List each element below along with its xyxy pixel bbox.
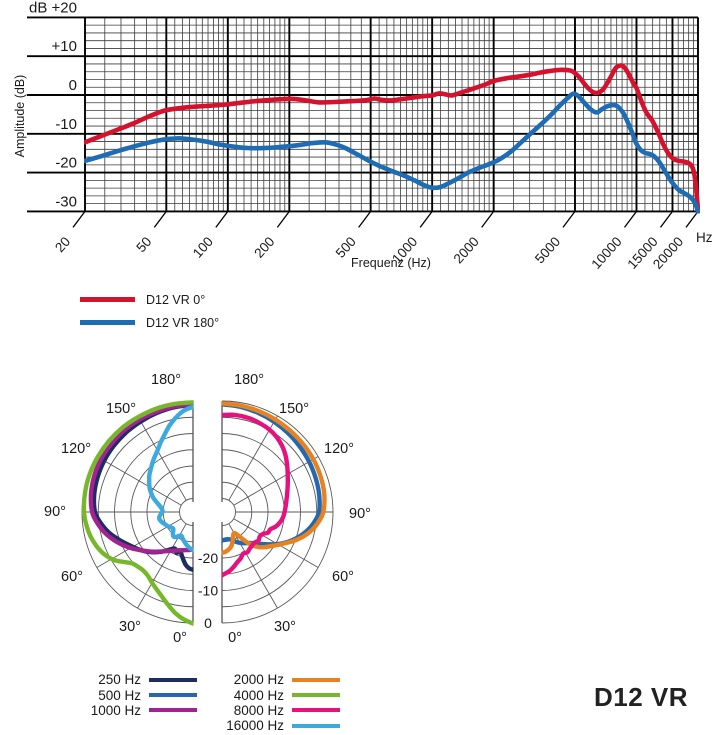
- polar-angle-label: 180°: [151, 372, 181, 388]
- legend-label-0deg: D12 VR 0°: [146, 292, 206, 307]
- polar-angle-label: 180°: [234, 372, 264, 388]
- polar-radial-label: -20: [198, 550, 218, 566]
- svg-text:-20: -20: [55, 155, 77, 172]
- legend-swatch-180deg: [80, 320, 135, 325]
- polar-angle-label: 0°: [173, 630, 187, 646]
- polar-angle-label: 90°: [349, 506, 371, 522]
- legend-item-8000hz: 8000 Hz: [214, 703, 340, 718]
- polar-angle-label: 60°: [61, 569, 83, 585]
- legend-swatch-250hz: [149, 677, 197, 682]
- legend-swatch-500hz: [149, 693, 197, 698]
- polar-angle-label: 60°: [332, 569, 354, 585]
- polar-pattern-chart: -20 -10 0 180° 180° 150° 150° 120° 120° 90° 90° 60°…: [44, 372, 371, 646]
- frequency-response-legend: D12 VR 0° D12 VR 180°: [80, 288, 219, 334]
- svg-text:+20: +20: [52, 0, 77, 16]
- svg-text:20: 20: [52, 234, 73, 255]
- svg-text:Hz: Hz: [696, 230, 713, 245]
- polar-angle-label: 30°: [119, 619, 141, 635]
- legend-item-16000hz: 16000 Hz: [214, 718, 340, 733]
- svg-text:Amplitude (dB): Amplitude (dB): [13, 75, 27, 158]
- polar-curve-2000hz: [221, 401, 327, 555]
- legend-item-2000hz: 2000 Hz: [214, 672, 340, 687]
- polar-radial-label: 0: [204, 615, 212, 631]
- svg-text:10000: 10000: [588, 234, 624, 272]
- model-title: D12 VR: [593, 682, 688, 712]
- polar-angle-label: 150°: [106, 401, 136, 417]
- legend-swatch-4000hz: [292, 693, 340, 698]
- legend-item-4000hz: 4000 Hz: [214, 687, 340, 703]
- legend-item-0deg: D12 VR 0°: [80, 288, 219, 311]
- svg-text:+10: +10: [52, 38, 77, 55]
- legend-swatch-1000hz: [149, 708, 197, 713]
- svg-text:Frequenz (Hz): Frequenz (Hz): [351, 256, 431, 270]
- polar-curve-1000hz: [88, 402, 194, 554]
- legend-item-180deg: D12 VR 180°: [80, 311, 219, 334]
- polar-curve-250hz: [91, 402, 194, 572]
- polar-angle-label: 120°: [61, 441, 91, 457]
- legend-item-1000hz: 1000 Hz: [85, 703, 197, 718]
- svg-text:100: 100: [190, 234, 216, 261]
- legend-item-500hz: 500 Hz: [85, 687, 197, 703]
- legend-swatch-2000hz: [292, 677, 340, 682]
- legend-label-4000hz: 4000 Hz: [233, 687, 284, 703]
- svg-text:-30: -30: [55, 193, 77, 210]
- polar-angle-label: 150°: [279, 401, 309, 417]
- polar-legend-column-left: 250 Hz 500 Hz 1000 Hz: [85, 672, 197, 734]
- polar-curve-500hz: [221, 402, 322, 547]
- freq-curve-180deg: [84, 91, 700, 214]
- frequency-response-chart: +20 +10 0 -10 -20 -30 dB Amplitude (dB) 20 50 100 2…: [13, 0, 713, 272]
- polar-angle-label: 90°: [44, 504, 66, 520]
- legend-label-180deg: D12 VR 180°: [146, 315, 220, 330]
- legend-swatch-0deg: [80, 297, 135, 302]
- svg-text:50: 50: [133, 234, 154, 255]
- svg-text:2000: 2000: [451, 234, 482, 266]
- polar-legend-column-right: 2000 Hz 4000 Hz 8000 Hz 16000 Hz: [214, 672, 340, 734]
- polar-curve-8000hz: [221, 412, 290, 578]
- svg-text:dB: dB: [29, 0, 47, 16]
- legend-label-1000hz: 1000 Hz: [90, 702, 141, 718]
- legend-label-250hz: 250 Hz: [98, 672, 141, 688]
- legend-label-8000hz: 8000 Hz: [233, 702, 284, 718]
- polar-pattern-legend: 250 Hz 500 Hz 1000 Hz 2000 Hz 4000 Hz: [85, 672, 340, 734]
- legend-label-2000hz: 2000 Hz: [233, 672, 284, 688]
- legend-label-500hz: 500 Hz: [98, 687, 141, 703]
- svg-text:0: 0: [69, 77, 77, 94]
- svg-text:5000: 5000: [532, 234, 563, 266]
- legend-swatch-16000hz: [292, 723, 340, 728]
- legend-item-250hz: 250 Hz: [85, 672, 197, 687]
- polar-curve-16000hz: [146, 404, 194, 553]
- svg-text:200: 200: [251, 234, 277, 261]
- polar-radial-label: -10: [198, 583, 218, 599]
- freq-curve-0deg: [84, 63, 700, 214]
- polar-angle-label: 30°: [274, 619, 296, 635]
- svg-text:-10: -10: [55, 116, 77, 133]
- legend-swatch-8000hz: [292, 708, 340, 713]
- polar-curve-4000hz: [81, 400, 194, 626]
- polar-angle-label: 0°: [228, 630, 242, 646]
- legend-label-16000hz: 16000 Hz: [226, 718, 284, 734]
- polar-angle-label: 120°: [324, 441, 354, 457]
